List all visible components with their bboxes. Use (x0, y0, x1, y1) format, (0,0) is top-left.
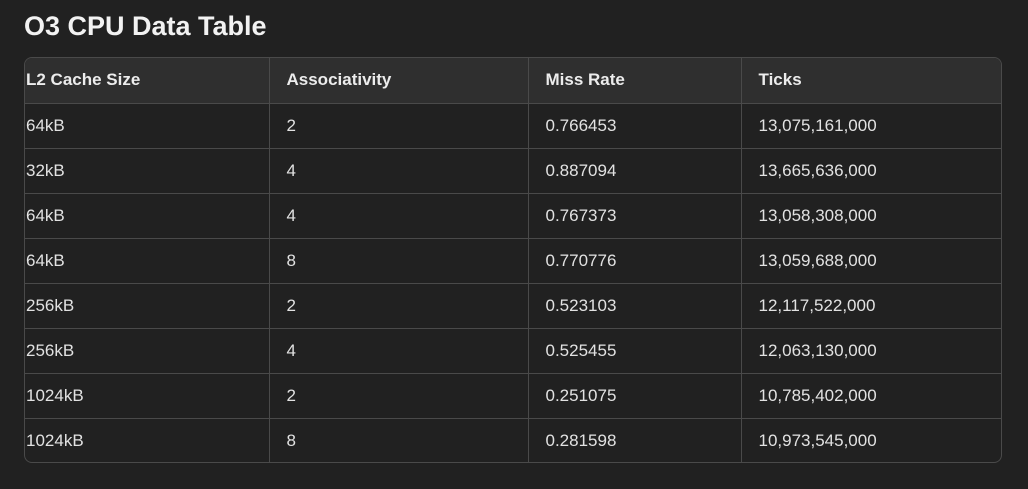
cell-miss-rate: 0.770776 (527, 237, 741, 283)
cell-ticks: 10,785,402,000 (740, 372, 1001, 418)
table-row: 64kB 2 0.766453 13,075,161,000 (25, 102, 1001, 148)
cell-ticks: 12,063,130,000 (740, 327, 1001, 373)
table-row: 32kB 4 0.887094 13,665,636,000 (25, 147, 1001, 193)
cell-miss-rate: 0.766453 (527, 102, 741, 148)
cell-l2-cache-size: 256kB (25, 327, 269, 373)
page-title: O3 CPU Data Table (24, 11, 267, 41)
cell-l2-cache-size: 64kB (25, 237, 269, 283)
cell-l2-cache-size: 1024kB (25, 372, 269, 418)
cell-ticks: 13,665,636,000 (740, 147, 1001, 193)
cell-associativity: 4 (268, 147, 528, 193)
cell-associativity: 4 (268, 192, 528, 238)
cell-miss-rate: 0.887094 (527, 147, 741, 193)
table-row: 256kB 4 0.525455 12,063,130,000 (25, 327, 1001, 373)
cell-l2-cache-size: 32kB (25, 147, 269, 193)
cell-miss-rate: 0.251075 (527, 372, 741, 418)
cell-ticks: 10,973,545,000 (740, 417, 1001, 462)
cell-l2-cache-size: 64kB (25, 102, 269, 148)
cell-associativity: 2 (268, 282, 528, 328)
table-row: 64kB 4 0.767373 13,058,308,000 (25, 192, 1001, 238)
cell-ticks: 13,075,161,000 (740, 102, 1001, 148)
cell-ticks: 12,117,522,000 (740, 282, 1001, 328)
cell-miss-rate: 0.523103 (527, 282, 741, 328)
column-header-ticks: Ticks (740, 58, 1001, 103)
cell-associativity: 8 (268, 237, 528, 283)
cell-miss-rate: 0.767373 (527, 192, 741, 238)
table-row: 64kB 8 0.770776 13,059,688,000 (25, 237, 1001, 283)
table-row: 1024kB 2 0.251075 10,785,402,000 (25, 372, 1001, 418)
table-row: 256kB 2 0.523103 12,117,522,000 (25, 282, 1001, 328)
cell-l2-cache-size: 256kB (25, 282, 269, 328)
cell-associativity: 2 (268, 102, 528, 148)
table-row: 1024kB 8 0.281598 10,973,545,000 (25, 417, 1001, 462)
column-header-l2-cache-size: L2 Cache Size (26, 70, 141, 90)
cell-l2-cache-size: 1024kB (25, 417, 269, 462)
column-header-associativity: Associativity (268, 58, 528, 103)
cell-associativity: 4 (268, 327, 528, 373)
data-table-container: L2 Cache Size Associativity Miss Rate Ti… (24, 57, 1002, 463)
cell-associativity: 2 (268, 372, 528, 418)
cell-associativity: 8 (268, 417, 528, 462)
cell-ticks: 13,058,308,000 (740, 192, 1001, 238)
cell-ticks: 13,059,688,000 (740, 237, 1001, 283)
cell-l2-cache-size: 64kB (25, 192, 269, 238)
table-header-row: L2 Cache Size Associativity Miss Rate Ti… (25, 58, 1001, 103)
cell-miss-rate: 0.525455 (527, 327, 741, 373)
column-header-miss-rate: Miss Rate (527, 58, 741, 103)
cpu-data-table: L2 Cache Size Associativity Miss Rate Ti… (25, 58, 1001, 462)
cell-miss-rate: 0.281598 (527, 417, 741, 462)
